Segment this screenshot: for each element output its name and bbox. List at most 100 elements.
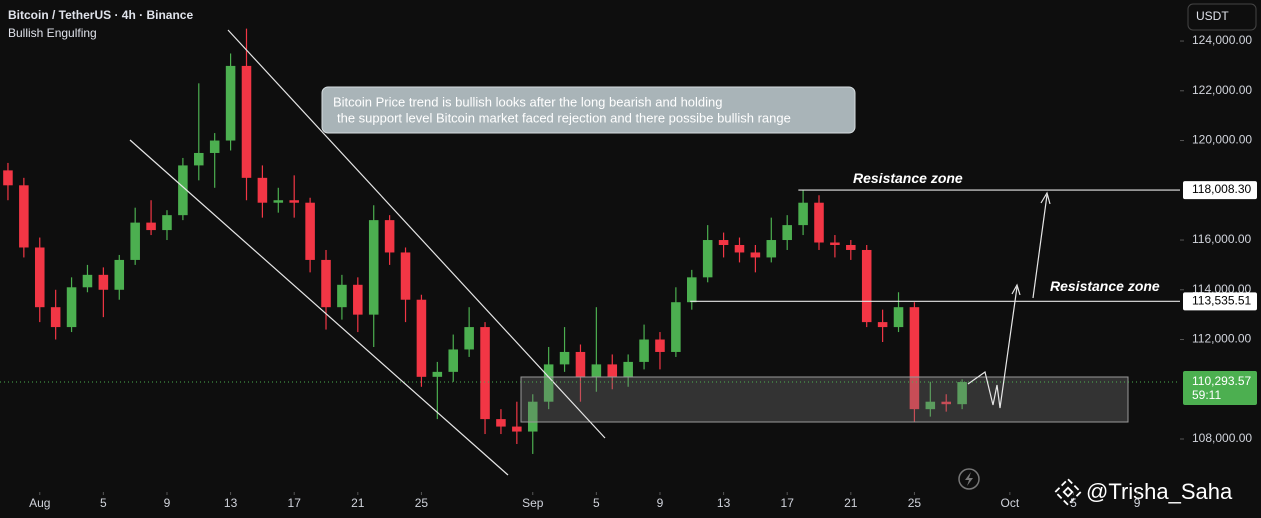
level-label: 113,535.51 (1192, 293, 1251, 307)
level-label-box (1183, 292, 1257, 311)
x-tick-label: Oct (1001, 496, 1020, 510)
candle-body (432, 371, 443, 377)
candle-body (448, 349, 459, 372)
y-tick-label: 112,000.00 (1192, 332, 1251, 346)
x-tick-label: Sep (522, 496, 544, 510)
x-tick-label: Aug (29, 496, 50, 510)
last-price-label: 110,293.57 (1192, 374, 1251, 388)
candle-body (162, 215, 172, 231)
y-tick-label: 116,000.00 (1192, 232, 1251, 246)
y-tick-label: 124,000.00 (1192, 33, 1252, 47)
candle-body (623, 361, 633, 377)
candle-body (19, 185, 29, 248)
candle-body (941, 401, 951, 405)
candle-body (877, 322, 888, 328)
x-tick-label: 5 (1070, 496, 1077, 510)
level-label: 118,008.30 (1192, 182, 1251, 196)
arrow-head (1040, 191, 1051, 205)
x-tick-label: 21 (351, 496, 365, 510)
candle-body (353, 284, 363, 315)
x-tick-label: 9 (657, 496, 664, 510)
chart-title: Bitcoin / TetherUS · 4h · Binance (8, 8, 193, 22)
projection-path (967, 286, 1018, 409)
arrow-head (1011, 283, 1021, 296)
countdown: 59:11 (1192, 388, 1221, 402)
x-tick-label: 17 (781, 496, 795, 510)
candle-body (861, 249, 872, 323)
candle-body (480, 327, 490, 420)
level-label-box (1183, 181, 1257, 200)
x-tick-label: 9 (1134, 496, 1141, 510)
candle-body (957, 382, 967, 405)
lightning-glyph (965, 472, 973, 486)
y-tick-label: 120,000.00 (1192, 133, 1252, 147)
candle-body (766, 240, 777, 258)
currency-button[interactable] (1187, 3, 1257, 31)
candle-body (782, 225, 792, 241)
x-tick-label: 13 (224, 496, 238, 510)
candle-body (655, 339, 665, 352)
candle-body (50, 307, 61, 328)
candle-body (671, 302, 681, 352)
candle-body (3, 170, 13, 186)
x-tick-label: 9 (164, 496, 171, 510)
channel-lower (129, 139, 509, 476)
annotation-box (321, 86, 856, 134)
candle-body (909, 307, 920, 410)
candle-body (464, 327, 474, 350)
candle-body (289, 200, 299, 203)
projection-arrow (1032, 194, 1048, 299)
candle-body (814, 202, 824, 243)
candle-body (702, 240, 713, 278)
candle-body (750, 252, 761, 258)
candle-body (830, 242, 840, 245)
candle-body (496, 419, 506, 427)
candle-body (114, 259, 125, 290)
last-price-box (1183, 370, 1257, 405)
chart-subtitle: Bullish Engulfing (8, 26, 97, 40)
candle-body (384, 220, 395, 253)
x-tick-label: 25 (908, 496, 922, 510)
currency[interactable]: USDT (1196, 9, 1229, 23)
annotation-text: Bitcoin Price trend is bullish looks aft… (333, 94, 723, 109)
candle-body (559, 351, 570, 365)
x-tick-label: 21 (844, 496, 858, 510)
plot-area (3, 28, 967, 454)
x-tick-label: 5 (593, 496, 600, 510)
level-name: Resistance zone (853, 170, 963, 186)
candle-body (400, 252, 411, 300)
candle-body (305, 202, 315, 260)
candle-body (130, 222, 140, 260)
candle-body (591, 364, 602, 377)
candle-body (925, 401, 936, 410)
candle-body (734, 245, 745, 253)
watermark: @Trisha_Saha (1086, 479, 1233, 504)
support-zone (520, 376, 1129, 423)
candle-body (416, 299, 427, 377)
candle-body (321, 259, 331, 308)
candle-body (209, 140, 220, 153)
candle-body (241, 65, 252, 178)
annotation-text: the support level Bitcoin market faced r… (337, 110, 791, 125)
candle-body (798, 202, 808, 226)
x-tick-label: 25 (415, 496, 429, 510)
candle-body (225, 65, 236, 141)
candle-body (34, 247, 45, 308)
channel-upper (227, 29, 606, 439)
candle-body (639, 339, 649, 362)
x-tick-label: 5 (100, 496, 107, 510)
x-tick-label: 17 (288, 496, 302, 510)
candle-body (368, 220, 379, 315)
candle-body (66, 287, 77, 328)
candle-body (718, 240, 729, 245)
level-name: Resistance zone (1050, 278, 1160, 294)
y-tick-label: 108,000.00 (1192, 431, 1252, 445)
lightning-icon[interactable] (958, 468, 980, 490)
candle-body (273, 200, 284, 203)
candle-body (846, 245, 856, 250)
candle-body (543, 364, 554, 402)
y-tick-label: 122,000.00 (1192, 83, 1252, 97)
candle-body (512, 426, 522, 432)
candle-body (687, 277, 697, 303)
